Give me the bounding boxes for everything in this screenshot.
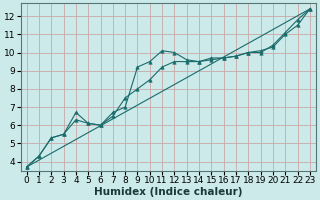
X-axis label: Humidex (Indice chaleur): Humidex (Indice chaleur): [94, 187, 243, 197]
